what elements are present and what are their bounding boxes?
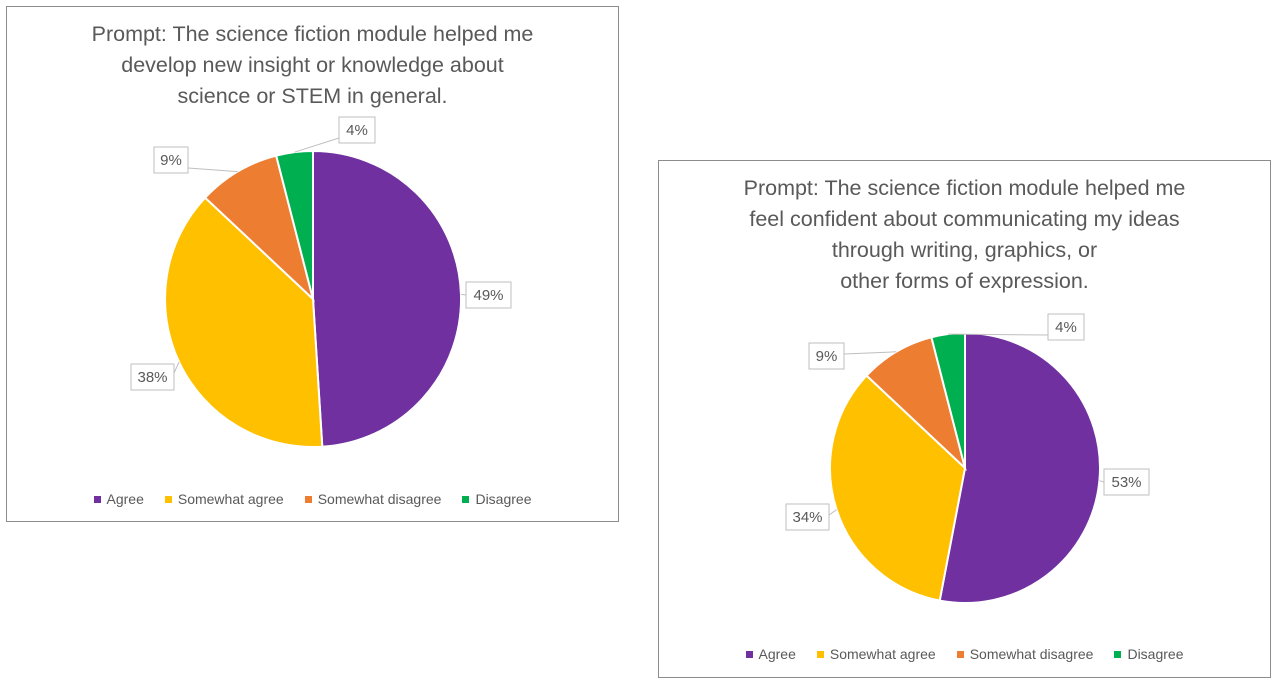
pie-slice-agree (938, 331, 1101, 604)
pie-slice-disagree (274, 149, 314, 300)
leader-line (1099, 480, 1105, 483)
data-label: 4% (346, 122, 368, 139)
data-label: 34% (792, 509, 822, 526)
data-label-box (785, 503, 830, 531)
data-label: 53% (1111, 474, 1141, 491)
data-label: 9% (160, 152, 182, 169)
leader-line (460, 293, 467, 296)
chart-title: Prompt: The science fiction module helpe… (659, 173, 1270, 297)
legend-label: Agree (106, 491, 144, 507)
legend-swatch (816, 650, 824, 658)
chart-title-line: Prompt: The science fiction module helpe… (743, 176, 1186, 200)
chart-title-line: through writing, graphics, or (831, 238, 1098, 262)
pie-plot: 53% 34% 9% 4% (785, 313, 1150, 604)
chart-title: Prompt: The science fiction module helpe… (7, 19, 618, 112)
data-label-box (808, 342, 845, 370)
legend-item-somewhat-disagree: Somewhat disagree (956, 646, 1094, 662)
data-label: 9% (816, 348, 838, 365)
leader-line (173, 361, 180, 374)
data-label: 4% (1055, 319, 1077, 336)
pie-chart-insight: Prompt: The science fiction module helpe… (6, 6, 619, 522)
data-label-box (1047, 313, 1085, 341)
legend-swatch (164, 495, 172, 503)
legend-swatch (956, 650, 964, 658)
leader-line (828, 509, 837, 516)
legend-label: Somewhat disagree (969, 646, 1094, 662)
legend-item-disagree: Disagree (1114, 646, 1183, 662)
chart-title-line: develop new insight or knowledge about (121, 53, 504, 77)
legend: Agree Somewhat agree Somewhat disagree D… (7, 491, 618, 507)
data-label: 49% (473, 287, 503, 304)
legend-item-somewhat-agree: Somewhat agree (816, 646, 936, 662)
legend-label: Disagree (475, 491, 532, 507)
pie-plot: 49% 38% 9% 4% (130, 116, 512, 448)
data-label-box (130, 363, 175, 391)
pie-slice-disagree (930, 331, 966, 469)
pie-chart-confidence: Prompt: The science fiction module helpe… (658, 160, 1271, 678)
leader-line (294, 137, 340, 153)
pie-slice-agree (312, 149, 463, 448)
chart-title-line: other forms of expression. (840, 269, 1089, 293)
data-label-box (1103, 468, 1150, 496)
legend-item-agree: Agree (93, 491, 144, 507)
legend-item-disagree: Disagree (462, 491, 531, 507)
legend: Agree Somewhat agree Somewhat disagree D… (659, 646, 1270, 662)
legend-item-somewhat-agree: Somewhat agree (164, 491, 284, 507)
legend-swatch (93, 495, 101, 503)
data-label-box (153, 146, 189, 174)
leader-line (187, 167, 238, 173)
legend-label: Agree (758, 646, 796, 662)
pie-slice-somewhat-agree (163, 196, 324, 448)
legend-swatch (1114, 650, 1122, 658)
data-label-box (338, 116, 376, 144)
leader-line (948, 333, 1049, 336)
leader-line (843, 351, 897, 355)
legend-label: Disagree (1127, 646, 1184, 662)
legend-swatch (745, 650, 753, 658)
legend-item-agree: Agree (745, 646, 796, 662)
chart-title-line: feel confident about communicating my id… (749, 207, 1180, 231)
legend-swatch (304, 495, 312, 503)
legend-swatch (462, 495, 470, 503)
legend-label: Somewhat agree (177, 491, 284, 507)
legend-item-somewhat-disagree: Somewhat disagree (304, 491, 442, 507)
legend-label: Somewhat disagree (317, 491, 442, 507)
pie-slice-somewhat-disagree (203, 154, 315, 303)
legend-label: Somewhat agree (829, 646, 936, 662)
chart-title-line: science or STEM in general. (177, 84, 448, 108)
data-label: 38% (137, 369, 167, 386)
data-label-box (465, 281, 512, 309)
chart-title-line: Prompt: The science fiction module helpe… (91, 22, 534, 46)
